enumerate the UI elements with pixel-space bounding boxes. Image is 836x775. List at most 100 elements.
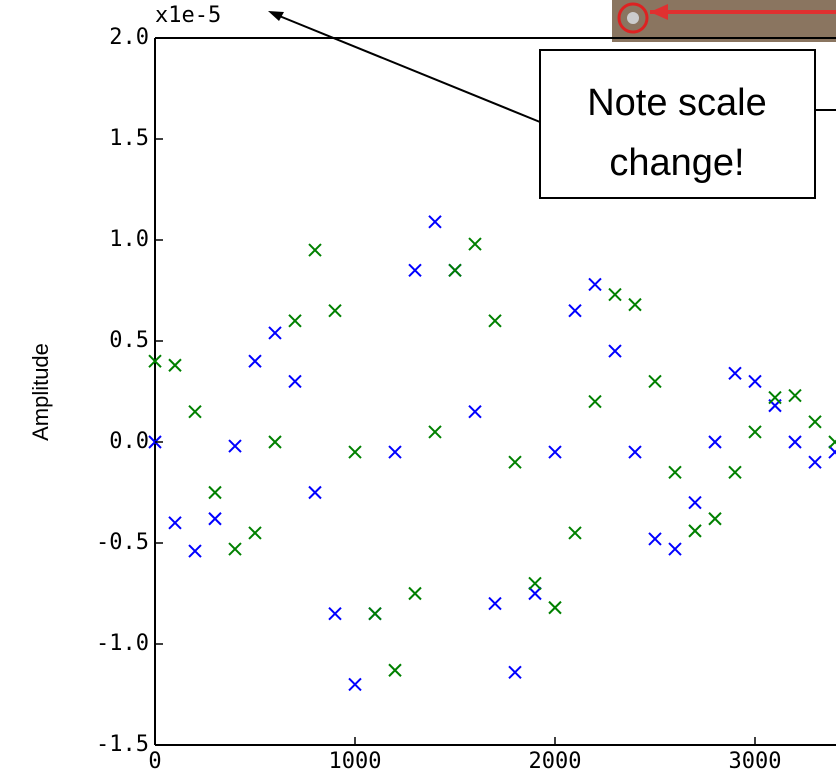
marker-stroke: [828, 435, 836, 449]
marker: [228, 542, 242, 556]
marker-stroke: [248, 354, 262, 368]
marker: [428, 215, 442, 229]
marker-stroke: [788, 435, 802, 449]
marker-stroke: [548, 600, 562, 615]
marker-stroke: [688, 524, 702, 538]
marker: [628, 297, 642, 312]
marker: [328, 303, 342, 318]
marker: [568, 526, 582, 540]
marker: [288, 374, 302, 389]
marker: [808, 455, 822, 469]
marker: [748, 425, 762, 439]
marker: [788, 388, 802, 403]
marker: [388, 445, 402, 459]
y-tick-label: 1.5: [109, 126, 149, 151]
marker-stroke: [428, 425, 442, 439]
y-tick-label: -1.0: [96, 631, 149, 656]
x-tick-label: 0: [148, 749, 161, 774]
y-tick-label: 2.0: [109, 25, 149, 50]
marker-stroke: [208, 512, 222, 526]
marker: [588, 277, 602, 292]
marker-stroke: [308, 243, 322, 257]
marker: [708, 435, 722, 449]
marker: [728, 465, 742, 480]
marker: [188, 404, 202, 419]
marker-stroke: [688, 495, 702, 510]
marker: [828, 435, 836, 449]
marker-stroke: [228, 542, 242, 556]
marker: [488, 596, 502, 611]
marker: [708, 512, 722, 526]
marker: [168, 358, 182, 372]
marker-stroke: [728, 465, 742, 480]
marker-stroke: [728, 366, 742, 381]
marker-stroke: [448, 263, 462, 278]
marker: [688, 524, 702, 538]
marker-stroke: [188, 544, 202, 558]
marker: [488, 314, 502, 328]
marker-stroke: [548, 445, 562, 459]
marker-stroke: [828, 445, 836, 459]
marker: [448, 263, 462, 278]
marker: [608, 344, 622, 358]
marker-stroke: [788, 388, 802, 403]
marker: [368, 606, 382, 621]
marker: [528, 576, 542, 591]
marker-stroke: [588, 277, 602, 292]
y-tick-label: -0.5: [96, 530, 149, 555]
marker-stroke: [608, 287, 622, 302]
marker-stroke: [528, 586, 542, 601]
marker-stroke: [248, 526, 262, 540]
marker: [508, 665, 522, 679]
marker-stroke: [768, 390, 782, 405]
marker: [568, 303, 582, 318]
marker: [288, 314, 302, 328]
marker-stroke: [328, 606, 342, 621]
marker-stroke: [588, 394, 602, 409]
annotation-box: [539, 49, 816, 199]
marker-stroke: [508, 665, 522, 679]
marker: [788, 435, 802, 449]
marker: [748, 374, 762, 389]
marker-stroke: [488, 314, 502, 328]
marker: [168, 516, 182, 530]
offset-text: x1e-5: [155, 3, 221, 28]
marker-stroke: [468, 404, 482, 419]
marker: [768, 390, 782, 405]
marker-stroke: [208, 485, 222, 500]
marker-stroke: [568, 303, 582, 318]
marker-stroke: [628, 297, 642, 312]
marker-stroke: [708, 435, 722, 449]
marker-stroke: [528, 576, 542, 591]
marker: [388, 663, 402, 677]
arrow-head: [268, 11, 284, 21]
marker: [268, 326, 282, 340]
marker-stroke: [268, 435, 282, 449]
marker-stroke: [668, 542, 682, 556]
x-tick-label: 1000: [329, 749, 382, 774]
marker-stroke: [748, 425, 762, 439]
marker: [588, 394, 602, 409]
marker-stroke: [808, 415, 822, 429]
marker: [648, 374, 662, 389]
marker: [308, 243, 322, 257]
y-tick-label: 0.5: [109, 328, 149, 353]
annotation-text: change!: [609, 142, 744, 184]
marker-stroke: [368, 606, 382, 621]
marker-stroke: [328, 303, 342, 318]
marker: [248, 354, 262, 368]
marker: [228, 439, 242, 453]
marker-stroke: [428, 215, 442, 229]
annotation: Note scale change!: [268, 11, 836, 199]
marker-stroke: [168, 358, 182, 372]
x-tick-label: 3000: [729, 749, 782, 774]
y-tick-label: 0.0: [109, 429, 149, 454]
marker: [608, 287, 622, 302]
marker: [348, 677, 362, 692]
marker-stroke: [608, 344, 622, 358]
marker-stroke: [648, 374, 662, 389]
annotation-arrow: [271, 12, 541, 123]
marker-stroke: [508, 455, 522, 469]
marker-stroke: [628, 445, 642, 459]
marker: [408, 586, 422, 601]
